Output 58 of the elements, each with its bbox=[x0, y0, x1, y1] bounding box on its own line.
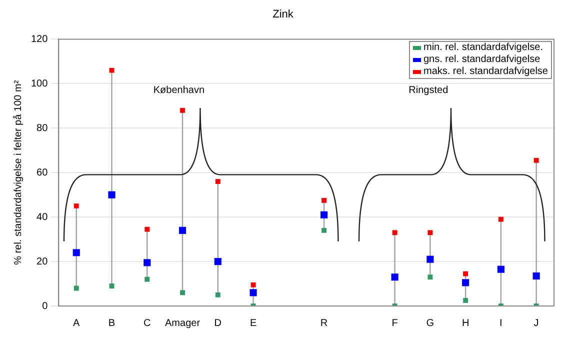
point bbox=[215, 179, 220, 184]
point bbox=[463, 298, 468, 303]
x-tick-label: D bbox=[214, 318, 222, 329]
point bbox=[428, 274, 433, 280]
point bbox=[428, 230, 433, 236]
chart-title: Zink bbox=[272, 8, 294, 21]
legend-label: min. rel. standardafvigelse. bbox=[423, 42, 543, 54]
point bbox=[178, 226, 186, 234]
x-tick-label: R bbox=[320, 318, 328, 329]
point bbox=[144, 276, 150, 282]
point bbox=[391, 274, 398, 281]
point bbox=[180, 290, 185, 296]
point bbox=[392, 230, 398, 236]
y-tick-label: 0 bbox=[42, 300, 48, 312]
point bbox=[462, 279, 470, 286]
point bbox=[214, 258, 222, 266]
x-tick-label: A bbox=[73, 318, 80, 329]
y-tick-label: 20 bbox=[36, 256, 48, 268]
point bbox=[498, 216, 504, 222]
x-tick-label: B bbox=[108, 318, 116, 329]
point bbox=[109, 284, 114, 288]
y-tick-label: 60 bbox=[36, 167, 48, 178]
x-tick-label: G bbox=[426, 318, 434, 329]
x-tick-label: H bbox=[462, 318, 470, 329]
point bbox=[320, 211, 328, 218]
x-tick-label: I bbox=[500, 318, 502, 329]
y-axis-title: % rel. standardafvigelse i felter på 100 m² bbox=[12, 80, 24, 265]
point bbox=[322, 228, 327, 233]
point bbox=[250, 289, 257, 296]
point bbox=[497, 266, 504, 273]
point bbox=[74, 203, 79, 208]
y-tick-label: 100 bbox=[30, 78, 48, 90]
x-tick-label: Amager bbox=[165, 318, 201, 329]
point bbox=[108, 191, 116, 198]
point bbox=[109, 68, 114, 73]
point bbox=[215, 292, 220, 298]
point bbox=[250, 282, 256, 288]
x-tick-label: C bbox=[144, 318, 151, 329]
legend-label: maks. rel. standardafvigelse bbox=[423, 66, 548, 78]
annotation: København bbox=[153, 85, 205, 96]
x-tick-label: F bbox=[392, 318, 398, 329]
point bbox=[74, 286, 79, 291]
x-tick-label: E bbox=[250, 318, 257, 329]
point bbox=[144, 259, 151, 266]
y-tick-label: 120 bbox=[30, 34, 48, 45]
point bbox=[322, 198, 327, 203]
point bbox=[72, 249, 80, 256]
legend-label: gns. rel. standardafvigelse bbox=[423, 54, 540, 66]
point bbox=[180, 108, 185, 113]
point bbox=[463, 271, 468, 276]
point bbox=[534, 158, 539, 163]
y-tick-label: 40 bbox=[36, 212, 48, 223]
y-tick-label: 80 bbox=[36, 122, 48, 134]
x-tick-label: J bbox=[534, 318, 539, 329]
point bbox=[144, 226, 150, 232]
point bbox=[426, 256, 434, 263]
point bbox=[532, 272, 540, 280]
annotation: Ringsted bbox=[408, 85, 448, 96]
